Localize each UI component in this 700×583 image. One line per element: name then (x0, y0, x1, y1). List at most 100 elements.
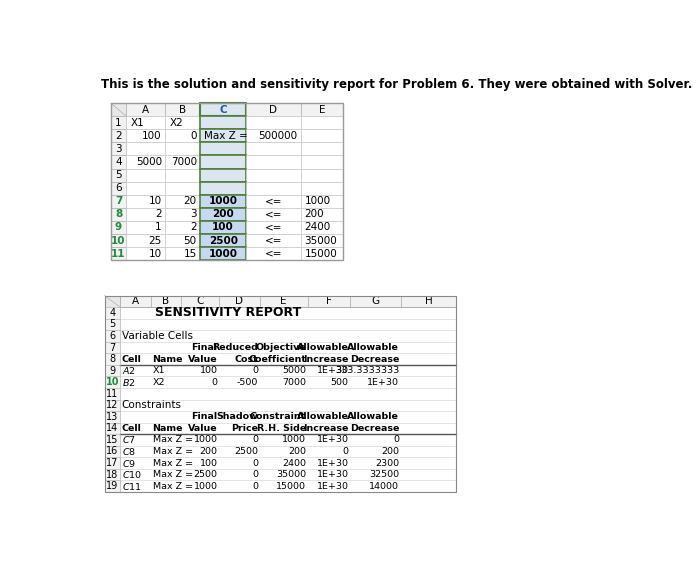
Text: Max Z =: Max Z = (153, 436, 192, 444)
Text: Final: Final (192, 343, 218, 352)
Text: 200: 200 (304, 209, 324, 219)
Bar (120, 434, 456, 446)
Bar (300, 129, 343, 142)
Bar (200, 129, 246, 142)
Text: Cell: Cell (122, 354, 141, 364)
Bar (126, 142, 165, 156)
Bar (126, 208, 165, 221)
Text: 15: 15 (106, 435, 118, 445)
Bar (126, 221, 165, 234)
Bar (200, 221, 246, 234)
Bar (120, 480, 456, 492)
Bar (165, 234, 200, 247)
Text: 14000: 14000 (369, 482, 399, 491)
Bar (165, 129, 200, 142)
Text: 15000: 15000 (276, 482, 306, 491)
Bar (111, 129, 126, 142)
Text: 8: 8 (115, 209, 122, 219)
Text: $C$9: $C$9 (122, 458, 136, 469)
Bar (246, 168, 300, 182)
Bar (104, 377, 120, 388)
Text: Allowable: Allowable (347, 412, 399, 422)
Text: E: E (280, 296, 287, 306)
Bar (200, 103, 246, 116)
Bar (104, 457, 120, 469)
Bar (200, 116, 246, 129)
Text: 1E+30: 1E+30 (316, 482, 349, 491)
Text: B: B (179, 104, 186, 115)
Text: 4: 4 (109, 308, 116, 318)
Text: 7: 7 (115, 196, 122, 206)
Bar (126, 195, 165, 208)
Bar (126, 168, 165, 182)
Bar (181, 296, 219, 307)
Text: $C$11: $C$11 (122, 480, 141, 491)
Bar (300, 234, 343, 247)
Text: 25: 25 (148, 236, 162, 245)
Text: 1E+30: 1E+30 (316, 366, 349, 375)
Text: E: E (318, 104, 326, 115)
Bar (300, 221, 343, 234)
Text: 10: 10 (149, 248, 162, 259)
Text: <=: <= (265, 196, 282, 206)
Text: 32500: 32500 (369, 470, 399, 479)
Bar (120, 469, 456, 480)
Bar (246, 129, 300, 142)
Text: 1E+30: 1E+30 (316, 459, 349, 468)
Text: 5: 5 (109, 319, 116, 329)
Bar (111, 247, 126, 260)
Bar (200, 142, 246, 156)
Text: 15000: 15000 (304, 248, 337, 259)
Text: 1E+30: 1E+30 (367, 378, 399, 387)
Bar (111, 168, 126, 182)
Text: 2500: 2500 (194, 470, 218, 479)
Bar (165, 221, 200, 234)
Text: <=: <= (265, 209, 282, 219)
Text: Constraint: Constraint (250, 412, 306, 422)
Bar (120, 446, 456, 457)
Text: 2500: 2500 (209, 236, 237, 245)
Text: Shadow: Shadow (216, 412, 258, 422)
Text: 2: 2 (155, 209, 162, 219)
Bar (111, 103, 343, 260)
Text: 17: 17 (106, 458, 118, 468)
Text: 8: 8 (109, 354, 116, 364)
Text: Name: Name (153, 424, 183, 433)
Bar (104, 296, 456, 492)
Bar (104, 319, 120, 330)
Bar (120, 319, 456, 330)
Text: 0: 0 (252, 459, 258, 468)
Bar (111, 182, 126, 195)
Bar (104, 469, 120, 480)
Text: $C$7: $C$7 (122, 434, 136, 445)
Text: 19: 19 (106, 481, 118, 491)
Bar (111, 234, 126, 247)
Bar (120, 377, 456, 388)
Text: $A$2: $A$2 (122, 365, 136, 376)
Bar (260, 296, 307, 307)
Text: X2: X2 (153, 378, 165, 387)
Bar (104, 411, 120, 423)
Text: 0: 0 (393, 436, 399, 444)
Text: 20: 20 (183, 196, 197, 206)
Text: 1000: 1000 (304, 196, 330, 206)
Bar (104, 388, 120, 399)
Text: Allowable: Allowable (297, 343, 349, 352)
Bar (200, 156, 246, 168)
Bar (120, 457, 456, 469)
Text: Constraints: Constraints (122, 401, 181, 410)
Text: X1: X1 (153, 366, 165, 375)
Text: 6: 6 (116, 183, 122, 193)
Bar (246, 221, 300, 234)
Bar (111, 221, 126, 234)
Bar (200, 195, 246, 208)
Text: X2: X2 (169, 118, 183, 128)
Bar (246, 156, 300, 168)
Text: 2: 2 (190, 223, 197, 233)
Text: -500: -500 (237, 378, 258, 387)
Text: 10: 10 (149, 196, 162, 206)
Text: 7: 7 (109, 343, 116, 353)
Text: 1: 1 (155, 223, 162, 233)
Text: 5: 5 (116, 170, 122, 180)
Text: Coefficient: Coefficient (248, 354, 306, 364)
